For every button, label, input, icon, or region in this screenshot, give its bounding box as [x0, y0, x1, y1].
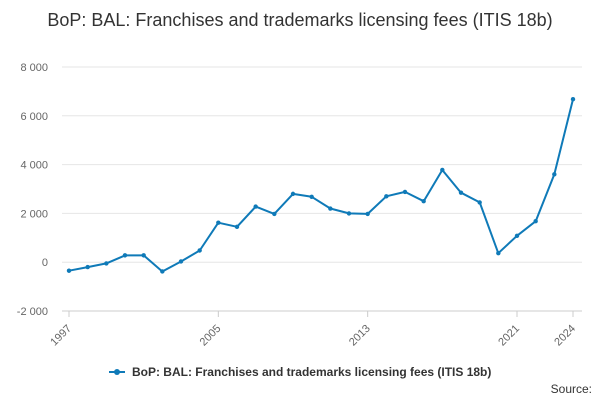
data-point[interactable]	[552, 172, 557, 177]
x-tick-label: 1997	[48, 323, 74, 349]
grid-lines	[62, 66, 582, 312]
data-point[interactable]	[440, 167, 445, 173]
data-point[interactable]	[402, 189, 408, 195]
data-point[interactable]	[309, 194, 314, 200]
data-point[interactable]	[421, 199, 426, 204]
y-tick-label: -2 000	[17, 306, 48, 318]
data-point[interactable]	[496, 250, 501, 256]
x-tick-label: 2021	[496, 323, 522, 349]
data-point[interactable]	[197, 248, 202, 253]
data-point[interactable]	[104, 261, 109, 266]
data-point[interactable]	[122, 253, 128, 258]
data-point[interactable]	[216, 220, 221, 225]
data-point[interactable]	[234, 224, 240, 230]
data-point[interactable]	[160, 269, 165, 274]
y-tick-label: 4 000	[20, 160, 48, 172]
x-axis-ticks: 1997 2005 2013 2021 2024	[48, 311, 578, 348]
data-point[interactable]	[514, 233, 520, 239]
series-layer	[66, 97, 576, 274]
data-point[interactable]	[477, 200, 482, 205]
x-tick-label: 2013	[347, 323, 373, 349]
y-tick-label: 6 000	[20, 111, 48, 123]
data-point[interactable]	[328, 206, 333, 211]
data-point[interactable]	[178, 259, 184, 264]
legend-swatch	[108, 367, 125, 377]
y-tick-label: 8 000	[20, 62, 48, 74]
y-tick-label: 2 000	[20, 208, 48, 220]
x-tick-label: 2005	[198, 323, 224, 349]
data-point[interactable]	[85, 264, 90, 270]
data-point[interactable]	[66, 268, 72, 273]
data-point[interactable]	[141, 253, 146, 258]
data-point[interactable]	[346, 211, 352, 216]
x-tick-label: 2024	[552, 323, 578, 349]
data-point[interactable]	[290, 191, 296, 197]
y-tick-label: 0	[42, 257, 48, 269]
y-axis-ticks: -2 000 0 2 000 4 000 6 000 8 000	[17, 62, 48, 318]
legend-label: BoP: BAL: Franchises and trademarks lice…	[131, 364, 492, 379]
legend[interactable]: BoP: BAL: Franchises and trademarks lice…	[0, 364, 600, 379]
data-point[interactable]	[570, 97, 576, 102]
chart-title: BoP: BAL: Franchises and trademarks lice…	[47, 10, 553, 30]
data-point[interactable]	[458, 190, 464, 195]
series-line	[68, 98, 574, 273]
source-label: Source:	[550, 382, 592, 396]
data-point[interactable]	[272, 211, 277, 217]
data-point[interactable]	[365, 211, 370, 217]
data-point[interactable]	[253, 204, 258, 209]
data-point[interactable]	[384, 194, 389, 199]
data-point[interactable]	[533, 219, 538, 224]
